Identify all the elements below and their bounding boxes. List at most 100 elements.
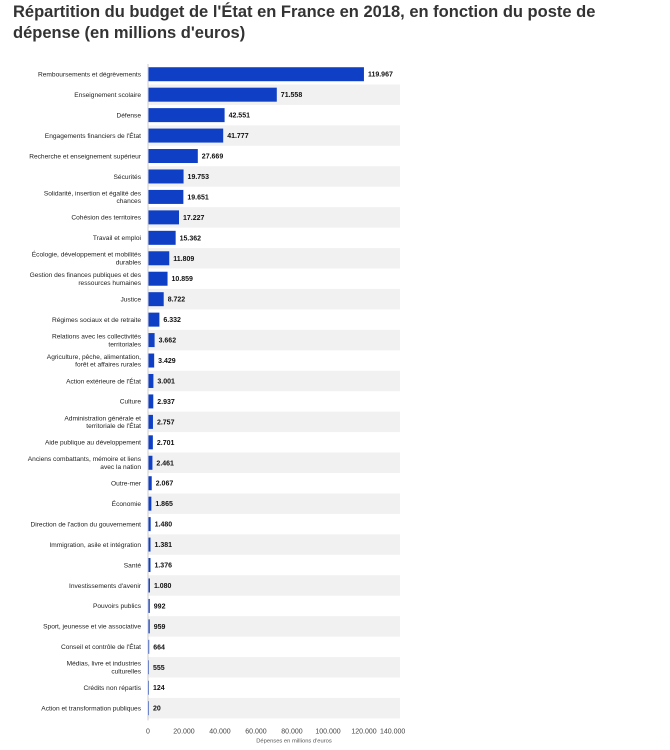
data-label: 2.937 bbox=[157, 399, 175, 406]
category-label: Enseignement scolaire bbox=[74, 92, 141, 99]
chart-title: Répartition du budget de l'État en Franc… bbox=[13, 3, 596, 42]
bar[interactable] bbox=[148, 639, 150, 654]
data-label: 2.461 bbox=[156, 460, 174, 467]
bar[interactable] bbox=[148, 537, 151, 552]
bar[interactable] bbox=[148, 292, 164, 307]
category-label: Outre-mer bbox=[111, 481, 142, 488]
category-label: Remboursements et dégrèvements bbox=[38, 72, 142, 79]
row-band bbox=[148, 248, 400, 269]
category-label: Solidarité, insertion et égalité des chan… bbox=[44, 190, 142, 205]
category-label: Immigration, asile et intégration bbox=[49, 542, 141, 549]
category-label: Investissements d'avenir bbox=[69, 583, 142, 590]
bar[interactable] bbox=[148, 558, 151, 573]
bar[interactable] bbox=[148, 496, 152, 511]
x-tick-label: 20.000 bbox=[173, 728, 195, 735]
category-label: Cohésion des territoires bbox=[71, 215, 141, 222]
data-label: 3.429 bbox=[158, 358, 176, 365]
data-label: 119.967 bbox=[368, 72, 393, 79]
category-label: Action et transformation publiques bbox=[41, 705, 141, 712]
row-band bbox=[148, 657, 400, 678]
bar[interactable] bbox=[148, 414, 153, 429]
bar[interactable] bbox=[148, 353, 155, 368]
data-label: 1.376 bbox=[154, 563, 172, 570]
bar[interactable] bbox=[148, 108, 225, 123]
bar[interactable] bbox=[148, 251, 170, 266]
data-label: 71.558 bbox=[281, 92, 303, 99]
category-label: Culture bbox=[120, 399, 142, 406]
bar[interactable] bbox=[148, 149, 198, 164]
row-band bbox=[148, 329, 400, 351]
x-tick-label: 40.000 bbox=[209, 728, 231, 735]
row-band bbox=[148, 370, 400, 392]
row-band bbox=[148, 575, 400, 596]
category-label: Relations avec les collectivités territor… bbox=[52, 333, 142, 348]
bar[interactable] bbox=[148, 210, 180, 225]
data-label: 19.651 bbox=[187, 194, 209, 201]
data-label: 15.362 bbox=[180, 235, 202, 242]
category-label: Anciens combattants, mémoire et liens ave… bbox=[28, 456, 142, 471]
category-label: Recherche et enseignement supérieur bbox=[29, 153, 142, 160]
category-label: Travail et emploi bbox=[93, 235, 142, 242]
x-tick-label: 100.000 bbox=[315, 728, 340, 735]
category-label: Justice bbox=[120, 296, 141, 303]
bar[interactable] bbox=[148, 87, 277, 102]
data-label: 3.001 bbox=[157, 378, 175, 385]
x-tick-label: 120.000 bbox=[351, 728, 376, 735]
bar[interactable] bbox=[148, 598, 150, 613]
data-label: 41.777 bbox=[227, 133, 249, 140]
category-label: Crédits non répartis bbox=[83, 685, 141, 692]
category-label: Écologie, développement et mobilités dura… bbox=[32, 250, 142, 267]
data-label: 664 bbox=[153, 644, 165, 651]
row-band bbox=[148, 697, 400, 719]
row-band bbox=[148, 452, 400, 473]
row-band bbox=[148, 534, 400, 555]
data-label: 2.757 bbox=[157, 419, 175, 426]
data-label: 19.753 bbox=[188, 174, 210, 181]
category-label: Conseil et contrôle de l'État bbox=[61, 642, 141, 651]
row-band bbox=[148, 493, 400, 514]
data-label: 11.809 bbox=[173, 256, 194, 263]
bar[interactable] bbox=[148, 517, 151, 532]
data-label: 42.551 bbox=[229, 113, 251, 120]
bar[interactable] bbox=[148, 128, 224, 143]
data-label: 992 bbox=[154, 603, 166, 610]
category-label: Défense bbox=[116, 112, 141, 119]
data-label: 1.480 bbox=[155, 522, 173, 529]
bar[interactable] bbox=[148, 394, 154, 409]
x-tick-label: 80.000 bbox=[281, 728, 303, 735]
bar[interactable] bbox=[148, 169, 184, 184]
category-label: Engagements financiers de l'État bbox=[45, 131, 141, 140]
data-label: 124 bbox=[153, 685, 165, 692]
bar[interactable] bbox=[148, 476, 152, 491]
bar[interactable] bbox=[148, 435, 153, 450]
bar[interactable] bbox=[148, 271, 168, 286]
row-band bbox=[148, 616, 400, 637]
x-axis-title: Dépenses en millions d'euros bbox=[256, 738, 332, 744]
data-label: 555 bbox=[153, 665, 165, 672]
bar[interactable] bbox=[148, 312, 160, 327]
bar[interactable] bbox=[148, 189, 184, 204]
bar[interactable] bbox=[148, 373, 154, 388]
bar[interactable] bbox=[148, 455, 153, 470]
bar[interactable] bbox=[148, 67, 364, 82]
row-band bbox=[148, 288, 400, 310]
bar[interactable] bbox=[148, 333, 155, 348]
category-label: Pouvoirs publics bbox=[93, 603, 142, 610]
x-tick-label: 60.000 bbox=[245, 728, 267, 735]
category-label: Agriculture, pêche, alimentation, forêt e… bbox=[47, 354, 142, 369]
data-label: 27.669 bbox=[202, 154, 224, 161]
category-label: Sécurités bbox=[114, 174, 142, 181]
category-label: Médias, livre et industries culturelles bbox=[67, 661, 142, 676]
bar[interactable] bbox=[148, 230, 176, 245]
bar[interactable] bbox=[148, 619, 150, 634]
data-label: 3.662 bbox=[159, 338, 177, 345]
data-label: 6.332 bbox=[163, 317, 181, 324]
bar[interactable] bbox=[148, 578, 150, 593]
data-label: 17.227 bbox=[183, 215, 205, 222]
row-band bbox=[148, 411, 400, 433]
category-label: Aide publique au développement bbox=[45, 440, 141, 447]
data-label: 1.080 bbox=[154, 583, 172, 590]
data-label: 2.067 bbox=[156, 481, 174, 488]
x-tick-label: 0 bbox=[146, 728, 150, 735]
